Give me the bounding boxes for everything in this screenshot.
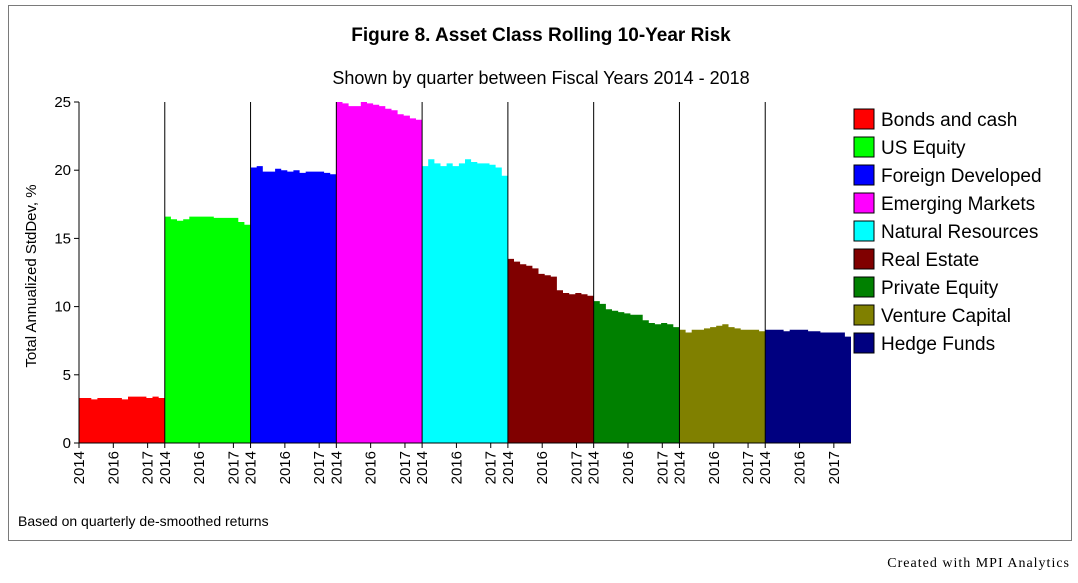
area-series-1 xyxy=(79,396,165,443)
footnote: Based on quarterly de-smoothed returns xyxy=(18,513,269,529)
x-tick-label: 2017 xyxy=(654,451,671,484)
y-tick-label: 15 xyxy=(54,230,71,247)
x-tick-label: 2016 xyxy=(363,451,380,484)
legend: Bonds and cash US Equity Foreign Developed… xyxy=(853,108,1042,355)
x-tick-label: 2017 xyxy=(397,451,414,484)
x-tick-label: 2017 xyxy=(569,451,586,484)
x-tick-label: 2017 xyxy=(740,451,757,484)
y-tick-label: 10 xyxy=(54,299,71,316)
x-tick-label: 2016 xyxy=(620,451,637,484)
x-tick-label: 2017 xyxy=(483,451,500,484)
legend-swatch xyxy=(853,164,875,186)
area-series-3 xyxy=(250,166,337,443)
credit-text: Created with MPI Analytics xyxy=(887,556,1070,571)
legend-swatch xyxy=(853,192,875,214)
area-series-2 xyxy=(164,216,251,443)
y-axis-label: Total Annualized StdDev, % xyxy=(23,184,40,367)
legend-label: Bonds and cash xyxy=(881,110,1017,131)
x-tick-label: 2014 xyxy=(757,451,774,484)
chart-subtitle: Shown by quarter between Fiscal Years 20… xyxy=(332,68,749,88)
x-tick-label: 2016 xyxy=(792,451,809,484)
legend-swatch xyxy=(853,136,875,158)
x-tick-label: 2014 xyxy=(414,451,431,484)
chart-frame: Figure 8. Asset Class Rolling 10-Year Ri… xyxy=(8,5,1072,541)
legend-label: Natural Resources xyxy=(881,222,1038,243)
legend-swatch xyxy=(853,220,875,242)
x-tick-label: 2014 xyxy=(157,451,174,484)
x-tick-label: 2017 xyxy=(225,451,242,484)
area-series-9 xyxy=(765,329,851,443)
area-series-7 xyxy=(593,301,680,443)
y-tick-label: 5 xyxy=(63,367,71,384)
x-tick-label: 2016 xyxy=(277,451,294,484)
y-tick-label: 20 xyxy=(54,162,71,179)
y-tick-label: 0 xyxy=(63,435,71,452)
x-tick-label: 2017 xyxy=(826,451,843,484)
legend-label: Hedge Funds xyxy=(881,334,995,355)
legend-label: Venture Capital xyxy=(881,306,1011,327)
x-tick-label: 2014 xyxy=(586,451,603,484)
x-tick-label: 2014 xyxy=(243,451,260,484)
legend-swatch xyxy=(853,276,875,298)
legend-swatch xyxy=(853,332,875,354)
legend-label: Private Equity xyxy=(881,278,999,299)
y-tick-label: 25 xyxy=(54,94,71,111)
legend-swatch xyxy=(853,248,875,270)
x-tick-label: 2016 xyxy=(191,451,208,484)
x-tick-label: 2016 xyxy=(105,451,122,484)
area-series-6 xyxy=(507,258,594,443)
legend-swatch xyxy=(853,108,875,130)
x-tick-label: 2017 xyxy=(140,451,157,484)
area-series-8 xyxy=(679,324,766,443)
chart-title: Figure 8. Asset Class Rolling 10-Year Ri… xyxy=(351,25,731,46)
chart: Figure 8. Asset Class Rolling 10-Year Ri… xyxy=(18,25,1042,529)
x-tick-label: 2014 xyxy=(328,451,345,484)
x-tick-label: 2017 xyxy=(311,451,328,484)
x-tick-label: 2016 xyxy=(448,451,465,484)
area-series-5 xyxy=(422,159,508,444)
legend-label: Foreign Developed xyxy=(881,166,1042,187)
x-tick-label: 2016 xyxy=(534,451,551,484)
legend-label: US Equity xyxy=(881,138,966,159)
x-tick-label: 2014 xyxy=(671,451,688,484)
area-series-4 xyxy=(336,102,423,443)
x-tick-label: 2016 xyxy=(706,451,723,484)
legend-swatch xyxy=(853,304,875,326)
x-tick-label: 2014 xyxy=(71,451,88,484)
x-tick-label: 2014 xyxy=(500,451,517,484)
legend-label: Emerging Markets xyxy=(881,194,1035,215)
legend-label: Real Estate xyxy=(881,250,979,271)
